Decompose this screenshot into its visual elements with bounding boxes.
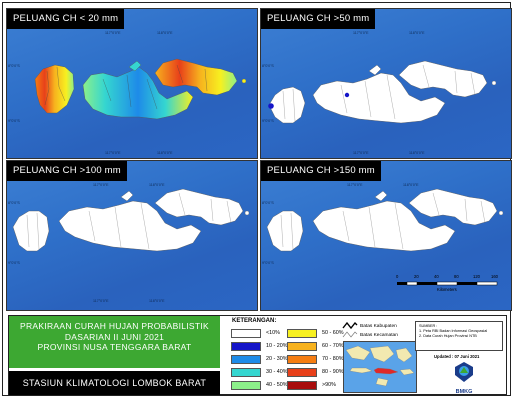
map-panel-gt100: PELUANG CH >100 mm 117°0'0"E 118°0'0"E 1… (6, 160, 258, 311)
legend-swatch (231, 328, 261, 338)
inset-map (343, 341, 417, 393)
scale-tick: 160 (491, 274, 498, 279)
coord-label: 9°0'0"S (262, 261, 274, 265)
map-ntb-colored (34, 58, 247, 120)
legend-item: 40 - 50% (231, 380, 288, 390)
district-boundary-symbol (342, 331, 358, 338)
source-title: SUMBER : (419, 324, 438, 328)
scale-bar-graphic (397, 281, 498, 286)
legend-swatch (287, 328, 317, 338)
panel-title: PELUANG CH >150 mm (261, 161, 381, 181)
legend-item: 80 - 90% (287, 367, 344, 377)
legend-item: 50 - 60% (287, 328, 344, 338)
coord-label: 117°0'0"E (93, 183, 109, 187)
legend-label: >90% (322, 382, 336, 388)
coord-label: 117°0'0"E (93, 299, 109, 303)
title-line: PROVINSI NUSA TENGGARA BARAT (37, 342, 192, 352)
coord-label: 117°0'0"E (105, 151, 121, 155)
legend-label: 80 - 90% (322, 369, 344, 375)
legend-item: 10 - 20% (231, 341, 288, 351)
legend-regency-boundary: Batas Kabupaten (342, 322, 397, 330)
legend-item: 60 - 70% (287, 341, 344, 351)
panel-title: PELUANG CH >50 mm (261, 9, 376, 29)
coord-label: 8°0'0"S (8, 201, 20, 205)
legend-swatch (231, 367, 261, 377)
coord-label: 117°0'0"E (353, 151, 369, 155)
map-panel-gt50: PELUANG CH >50 mm 117°0'0"E 118°0'0"E 11… (260, 8, 512, 159)
legend-label: 60 - 70% (322, 343, 344, 349)
title-line: DASARIAN II JUNI 2021 (64, 331, 165, 342)
updated-date: Updated : 07 Juni 2021 (434, 354, 480, 359)
legend-area: PRAKIRAAN CURAH HUJAN PROBABILISTIK DASA… (8, 315, 507, 395)
legend-item: 20 - 30% (231, 354, 288, 364)
legend-label: 70 - 80% (322, 356, 344, 362)
legend-label: 10 - 20% (266, 343, 288, 349)
source-line: 1. Peta RBI Badan Informasi Geospasial (419, 329, 488, 333)
panel-title: PELUANG CH >100 mm (7, 161, 127, 181)
coord-label: 117°0'0"E (105, 31, 121, 35)
legend-item: <10% (231, 328, 280, 338)
legend-label: 40 - 50% (266, 382, 288, 388)
scale-tick: 40 (434, 274, 439, 279)
legend-label: 20 - 30% (266, 356, 288, 362)
coord-label: 117°0'0"E (347, 183, 363, 187)
map-panel-lt20: PELUANG CH < 20 mm 117°0'0"E 118°0'0"E 1… (6, 8, 258, 159)
legend-swatch (231, 341, 261, 351)
coord-label: 118°0'0"E (409, 31, 425, 35)
scale-bar: 0 20 40 80 120 160 Kilometers (395, 274, 499, 294)
legend-swatch (231, 354, 261, 364)
legend-item: >90% (287, 380, 336, 390)
map-sheet: PELUANG CH < 20 mm 117°0'0"E 118°0'0"E 1… (2, 2, 512, 396)
legend-swatch (231, 380, 261, 390)
map-panel-gt150: PELUANG CH >150 mm 117°0'0"E 118°0'0"E 8… (260, 160, 512, 311)
coord-label: 118°0'0"E (157, 31, 173, 35)
coord-label: 9°0'0"S (8, 261, 20, 265)
legend-label: Batas Kecamatan (360, 332, 398, 338)
scale-tick: 120 (473, 274, 480, 279)
coord-label: 118°0'0"E (403, 183, 419, 187)
legend-title: KETERANGAN: (232, 318, 277, 324)
source-line: 2. Data Curah Hujan Provinsi NTB (419, 334, 477, 338)
legend-swatch (287, 354, 317, 364)
legend-label: <10% (266, 330, 280, 336)
coord-label: 118°0'0"E (157, 151, 173, 155)
legend-swatch (287, 380, 317, 390)
panel-title: PELUANG CH < 20 mm (7, 9, 125, 29)
coord-label: 8°0'0"S (8, 64, 20, 68)
legend-swatch (287, 341, 317, 351)
scale-tick: 80 (454, 274, 459, 279)
coord-label: 9°0'0"S (8, 119, 20, 123)
coord-label: 118°0'0"E (149, 299, 165, 303)
legend-item: 30 - 40% (231, 367, 288, 377)
source-box: SUMBER : 1. Peta RBI Badan Informasi Geo… (415, 321, 503, 351)
map-ntb-blank (268, 60, 497, 124)
bmkg-logo: BMKG (449, 361, 479, 395)
title-line: PRAKIRAAN CURAH HUJAN PROBABILISTIK (19, 321, 210, 331)
coord-label: 118°0'0"E (409, 151, 425, 155)
legend-label: Batas Kabupaten (360, 323, 397, 329)
scale-unit: Kilometers (437, 287, 457, 292)
legend-item: 70 - 80% (287, 354, 344, 364)
map-ntb-blank (266, 188, 504, 252)
inset-map-graphic (344, 342, 416, 392)
legend-swatch (287, 367, 317, 377)
coord-label: 8°0'0"S (262, 64, 274, 68)
regency-boundary-symbol (342, 322, 358, 330)
legend-district-boundary: Batas Kecamatan (342, 331, 398, 339)
legend-label: 50 - 60% (322, 330, 344, 336)
scale-tick: 0 (396, 274, 399, 279)
title-box: PRAKIRAAN CURAH HUJAN PROBABILISTIK DASA… (9, 316, 220, 368)
coord-label: 117°0'0"E (353, 31, 369, 35)
map-ntb-blank (12, 188, 250, 252)
coord-label: 118°0'0"E (149, 183, 165, 187)
station-name: STASIUN KLIMATOLOGI LOMBOK BARAT (9, 371, 220, 395)
coord-label: 8°0'0"S (262, 201, 274, 205)
bmkg-emblem-icon (455, 362, 473, 382)
logo-text: BMKG (455, 389, 473, 395)
scale-tick: 20 (414, 274, 419, 279)
coord-label: 9°0'0"S (262, 119, 274, 123)
legend-label: 30 - 40% (266, 369, 288, 375)
